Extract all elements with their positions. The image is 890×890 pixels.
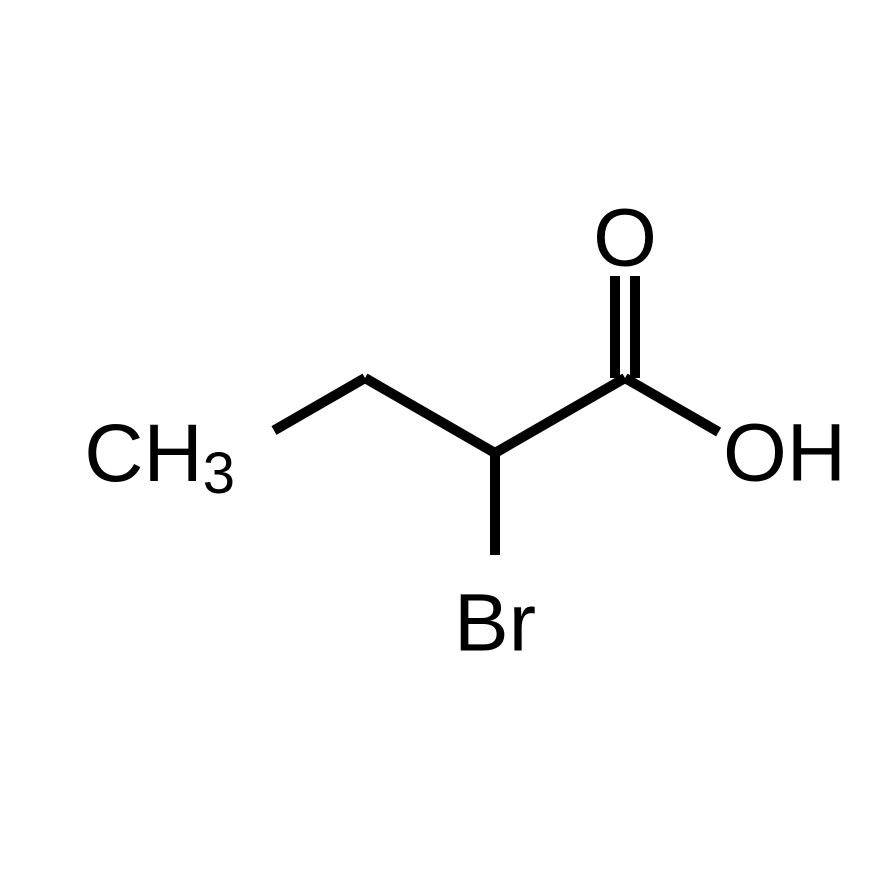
atom-label-oh: OH — [723, 408, 846, 499]
atom-label-br: Br — [454, 578, 536, 669]
bond-line — [625, 378, 719, 432]
atom-label-ch3: CH3 — [84, 408, 235, 506]
bond-line — [365, 378, 495, 453]
atom-label-o: O — [593, 193, 657, 284]
molecule-diagram: CH3 O OH Br — [0, 0, 890, 890]
bond-line — [274, 378, 365, 431]
bond-line — [495, 378, 625, 453]
